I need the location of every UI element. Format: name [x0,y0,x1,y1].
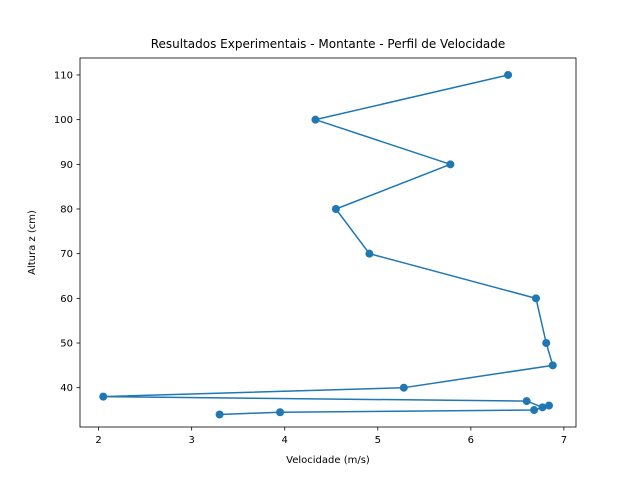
y-tick-label: 100 [54,115,73,126]
x-axis-label: Velocidade (m/s) [286,455,370,466]
y-tick-label: 110 [54,70,73,81]
y-tick-label: 60 [60,294,73,305]
data-point [215,410,224,419]
axis-ticks: 2 3 4 5 6 7 40 50 60 70 80 90 100 110 [54,70,567,446]
data-point [446,160,455,169]
axes-frame [79,57,577,428]
x-tick-label: 6 [468,435,474,446]
x-tick-label: 4 [282,435,288,446]
chart-title: Resultados Experimentais - Montante - Pe… [151,37,506,51]
data-point [548,361,557,370]
y-tick-label: 50 [60,339,73,350]
y-tick-label: 90 [60,160,73,171]
data-point [542,339,551,348]
data-point [504,70,513,79]
data-point [531,294,540,303]
data-point [399,383,408,392]
y-tick-label: 80 [60,204,73,215]
data-point [522,397,531,406]
data-point [311,115,320,124]
data-point [538,403,547,412]
x-tick-label: 7 [561,435,567,446]
y-axis-label: Altura z (cm) [27,210,38,275]
plot-area [99,70,557,419]
data-point [545,401,554,410]
x-tick-label: 3 [188,435,194,446]
y-tick-label: 40 [60,383,73,394]
x-tick-label: 5 [375,435,381,446]
data-point [530,406,539,415]
data-point [331,204,340,213]
x-tick-label: 2 [95,435,101,446]
y-tick-label: 70 [60,249,73,260]
data-point [365,249,374,258]
data-point [99,392,108,401]
data-point [276,408,285,417]
